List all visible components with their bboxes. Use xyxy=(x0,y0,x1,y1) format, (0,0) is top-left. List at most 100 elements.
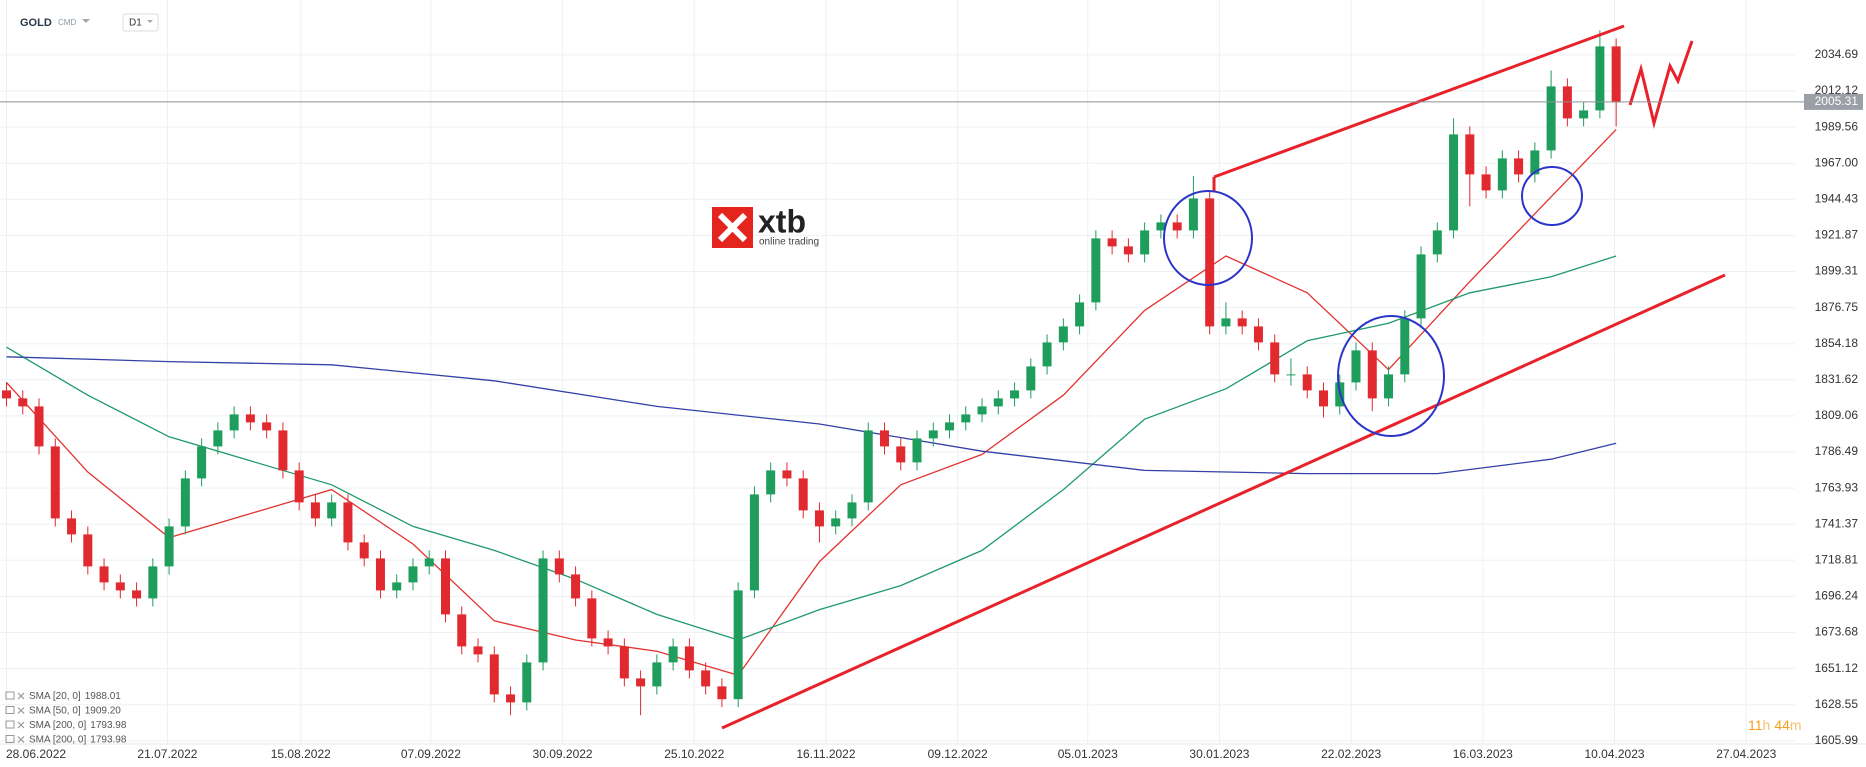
legend: SMA [20, 0] 1988.01 SMA [50, 0] 1909.20 SMA … xyxy=(5,691,127,745)
candle-body xyxy=(1140,230,1150,255)
x-tick-label: 22.02.2023 xyxy=(1321,747,1381,761)
candle-body xyxy=(1611,46,1621,103)
candle-body xyxy=(408,566,418,583)
candle-body xyxy=(1514,158,1524,175)
candle-body xyxy=(1221,318,1231,327)
candle-body xyxy=(1546,86,1556,151)
candle-body xyxy=(522,662,532,703)
x-tick-label: 16.11.2022 xyxy=(796,747,855,761)
candle-body xyxy=(749,494,759,591)
candle-body xyxy=(831,518,841,527)
candle-body xyxy=(554,558,564,575)
candle-body xyxy=(814,510,824,527)
candle-body xyxy=(1091,238,1101,303)
candle-body xyxy=(652,662,662,687)
candle-body xyxy=(847,502,857,519)
candle-body xyxy=(1026,366,1036,391)
legend-value: 1988.01 xyxy=(85,691,122,702)
candle-body xyxy=(1188,198,1198,231)
candle-body xyxy=(83,534,93,567)
logo-tagline: online trading xyxy=(759,237,819,248)
legend-entry: SMA [200, 0] 1793.98 xyxy=(29,720,127,731)
x-tick-label: 09.12.2022 xyxy=(928,747,988,761)
candle-body xyxy=(506,694,516,703)
y-tick-label: 1673.68 xyxy=(1815,625,1859,639)
y-tick-label: 1651.12 xyxy=(1815,661,1859,675)
candle-body xyxy=(1481,174,1491,191)
x-tick-label: 30.01.2023 xyxy=(1189,747,1249,761)
candle-body xyxy=(213,430,223,447)
legend-value: 1909.20 xyxy=(85,705,122,716)
x-tick-label: 10.04.2023 xyxy=(1584,747,1644,761)
candle-body xyxy=(164,526,174,567)
candle-body xyxy=(99,566,109,583)
candle-body xyxy=(945,422,955,431)
candle-body xyxy=(1367,350,1377,399)
candle-body xyxy=(440,558,450,615)
highlight-circle xyxy=(1521,166,1583,226)
timeframe: D1 xyxy=(129,18,142,29)
legend-entry: SMA [50, 0] 1909.20 xyxy=(29,705,121,716)
candle-body xyxy=(1465,134,1475,175)
candle-body xyxy=(993,398,1003,407)
candle-body xyxy=(1270,342,1280,375)
candle-body xyxy=(50,446,60,519)
legend-close xyxy=(17,736,25,743)
logo-brand: xtb xyxy=(758,203,806,239)
candle-body xyxy=(1286,374,1296,376)
y-tick-label: 2034.69 xyxy=(1815,47,1859,61)
highlight-circle xyxy=(1337,315,1445,437)
candle-body xyxy=(1318,390,1328,407)
candle-body xyxy=(424,558,434,567)
candle-body xyxy=(1237,318,1247,327)
y-tick-label: 1899.31 xyxy=(1815,264,1859,278)
candle-body xyxy=(798,478,808,511)
timeframe-box[interactable] xyxy=(122,13,159,32)
symbol: GOLD xyxy=(20,17,52,29)
legend-icon xyxy=(5,706,15,714)
x-tick-label: 28.06.2022 xyxy=(6,747,66,761)
candle-body xyxy=(1172,222,1182,231)
candle-body xyxy=(896,446,906,463)
candle-body xyxy=(327,502,337,519)
candle-body xyxy=(1351,350,1361,383)
candle-body xyxy=(571,574,581,599)
sma-line xyxy=(6,129,1617,676)
legend-name: SMA [20, 0] xyxy=(29,691,81,702)
candle-body xyxy=(782,470,792,479)
highlight-circle xyxy=(1163,190,1253,286)
candle-body xyxy=(1058,326,1068,343)
candle-body xyxy=(863,430,873,503)
candle-body xyxy=(912,438,922,463)
x-tick-label: 15.08.2022 xyxy=(271,747,331,761)
candle-body xyxy=(603,638,613,647)
candle-body xyxy=(310,502,320,519)
candle-body xyxy=(278,430,288,471)
candle-body xyxy=(1156,222,1166,231)
candle-body xyxy=(457,614,467,647)
candle-body xyxy=(294,470,304,503)
candle-body xyxy=(1107,238,1117,247)
y-tick-label: 2012.12 xyxy=(1815,83,1859,97)
candle-body xyxy=(1075,302,1085,327)
candle-body xyxy=(148,566,158,599)
sma-line xyxy=(6,356,1617,475)
candle-body xyxy=(229,414,239,431)
candle-body xyxy=(2,390,12,399)
candle-body xyxy=(132,590,142,599)
countdown-hours: 11 xyxy=(1748,717,1763,733)
sma-line xyxy=(6,255,1617,641)
y-tick-label: 1763.93 xyxy=(1815,480,1859,494)
dropdown-arrow[interactable] xyxy=(82,19,90,23)
candle-body xyxy=(928,430,938,439)
candle-body xyxy=(1205,198,1215,327)
logo: xtb online trading xyxy=(712,203,819,248)
candle-body xyxy=(668,646,678,663)
candle-body xyxy=(392,582,402,591)
candle-body xyxy=(473,646,483,655)
legend-name: SMA [200, 0] xyxy=(29,734,86,745)
legend-icon xyxy=(5,735,15,743)
legend-close xyxy=(17,692,25,700)
x-tick-label: 07.09.2022 xyxy=(401,747,461,761)
y-tick-label: 1786.49 xyxy=(1815,444,1859,458)
